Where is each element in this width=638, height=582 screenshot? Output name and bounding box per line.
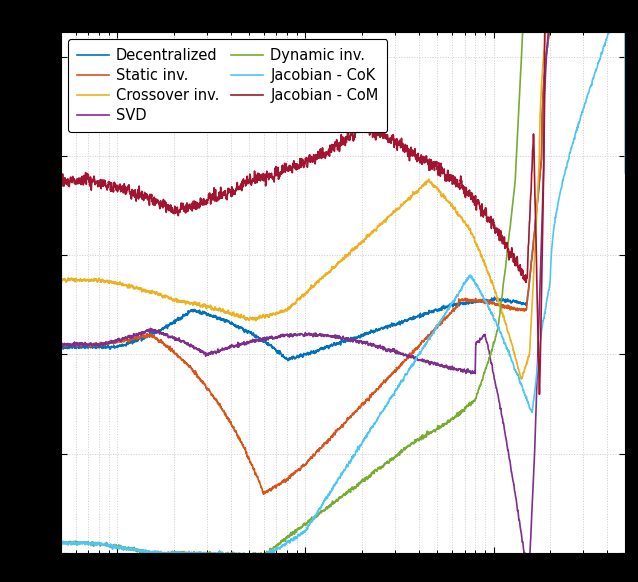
Line: Jacobian - CoM: Jacobian - CoM: [61, 0, 625, 395]
Jacobian - CoK: [298, 530, 306, 537]
Crossover inv.: [57, 368, 64, 375]
Legend: Decentralized, Static inv., Crossover inv., SVD, Dynamic inv., Jacobian - CoK, J: Decentralized, Static inv., Crossover in…: [68, 40, 387, 132]
Jacobian - CoK: [258, 553, 266, 560]
Line: Decentralized: Decentralized: [61, 0, 625, 416]
SVD: [57, 410, 64, 417]
Dynamic inv.: [121, 545, 129, 552]
SVD: [525, 560, 533, 567]
Decentralized: [549, 4, 557, 11]
Static inv.: [274, 481, 281, 488]
Jacobian - CoM: [154, 198, 162, 205]
Decentralized: [121, 341, 129, 348]
Static inv.: [260, 491, 267, 498]
Jacobian - CoK: [274, 545, 281, 552]
Crossover inv.: [154, 291, 162, 298]
Decentralized: [298, 352, 306, 359]
Static inv.: [550, 3, 558, 10]
Decentralized: [621, 20, 629, 27]
Crossover inv.: [518, 375, 526, 382]
Line: SVD: SVD: [61, 0, 625, 563]
Static inv.: [298, 463, 306, 470]
Decentralized: [154, 328, 162, 335]
Jacobian - CoM: [535, 391, 543, 398]
Static inv.: [621, 21, 629, 28]
Line: Crossover inv.: Crossover inv.: [61, 0, 625, 379]
Static inv.: [57, 412, 64, 419]
Jacobian - CoK: [154, 550, 162, 557]
Line: Dynamic inv.: Dynamic inv.: [61, 0, 625, 557]
Dynamic inv.: [274, 542, 281, 549]
Crossover inv.: [273, 309, 281, 316]
SVD: [298, 331, 306, 338]
Jacobian - CoM: [298, 157, 306, 164]
Crossover inv.: [121, 282, 129, 289]
Dynamic inv.: [57, 543, 64, 550]
Dynamic inv.: [242, 553, 250, 560]
Static inv.: [154, 339, 162, 346]
Static inv.: [121, 337, 129, 344]
SVD: [273, 333, 281, 340]
Jacobian - CoM: [121, 183, 129, 190]
Jacobian - CoK: [57, 543, 64, 550]
Jacobian - CoM: [273, 171, 281, 178]
SVD: [121, 333, 129, 340]
SVD: [154, 328, 162, 335]
Jacobian - CoK: [550, 226, 558, 233]
Line: Static inv.: Static inv.: [61, 0, 625, 494]
Jacobian - CoK: [611, 12, 618, 19]
Dynamic inv.: [154, 550, 162, 557]
Jacobian - CoK: [121, 544, 129, 551]
Dynamic inv.: [298, 523, 306, 530]
Line: Jacobian - CoK: Jacobian - CoK: [61, 0, 625, 557]
Jacobian - CoM: [57, 302, 64, 309]
Crossover inv.: [298, 293, 306, 300]
Decentralized: [57, 412, 64, 419]
Decentralized: [273, 350, 281, 357]
Jacobian - CoK: [621, 169, 629, 176]
